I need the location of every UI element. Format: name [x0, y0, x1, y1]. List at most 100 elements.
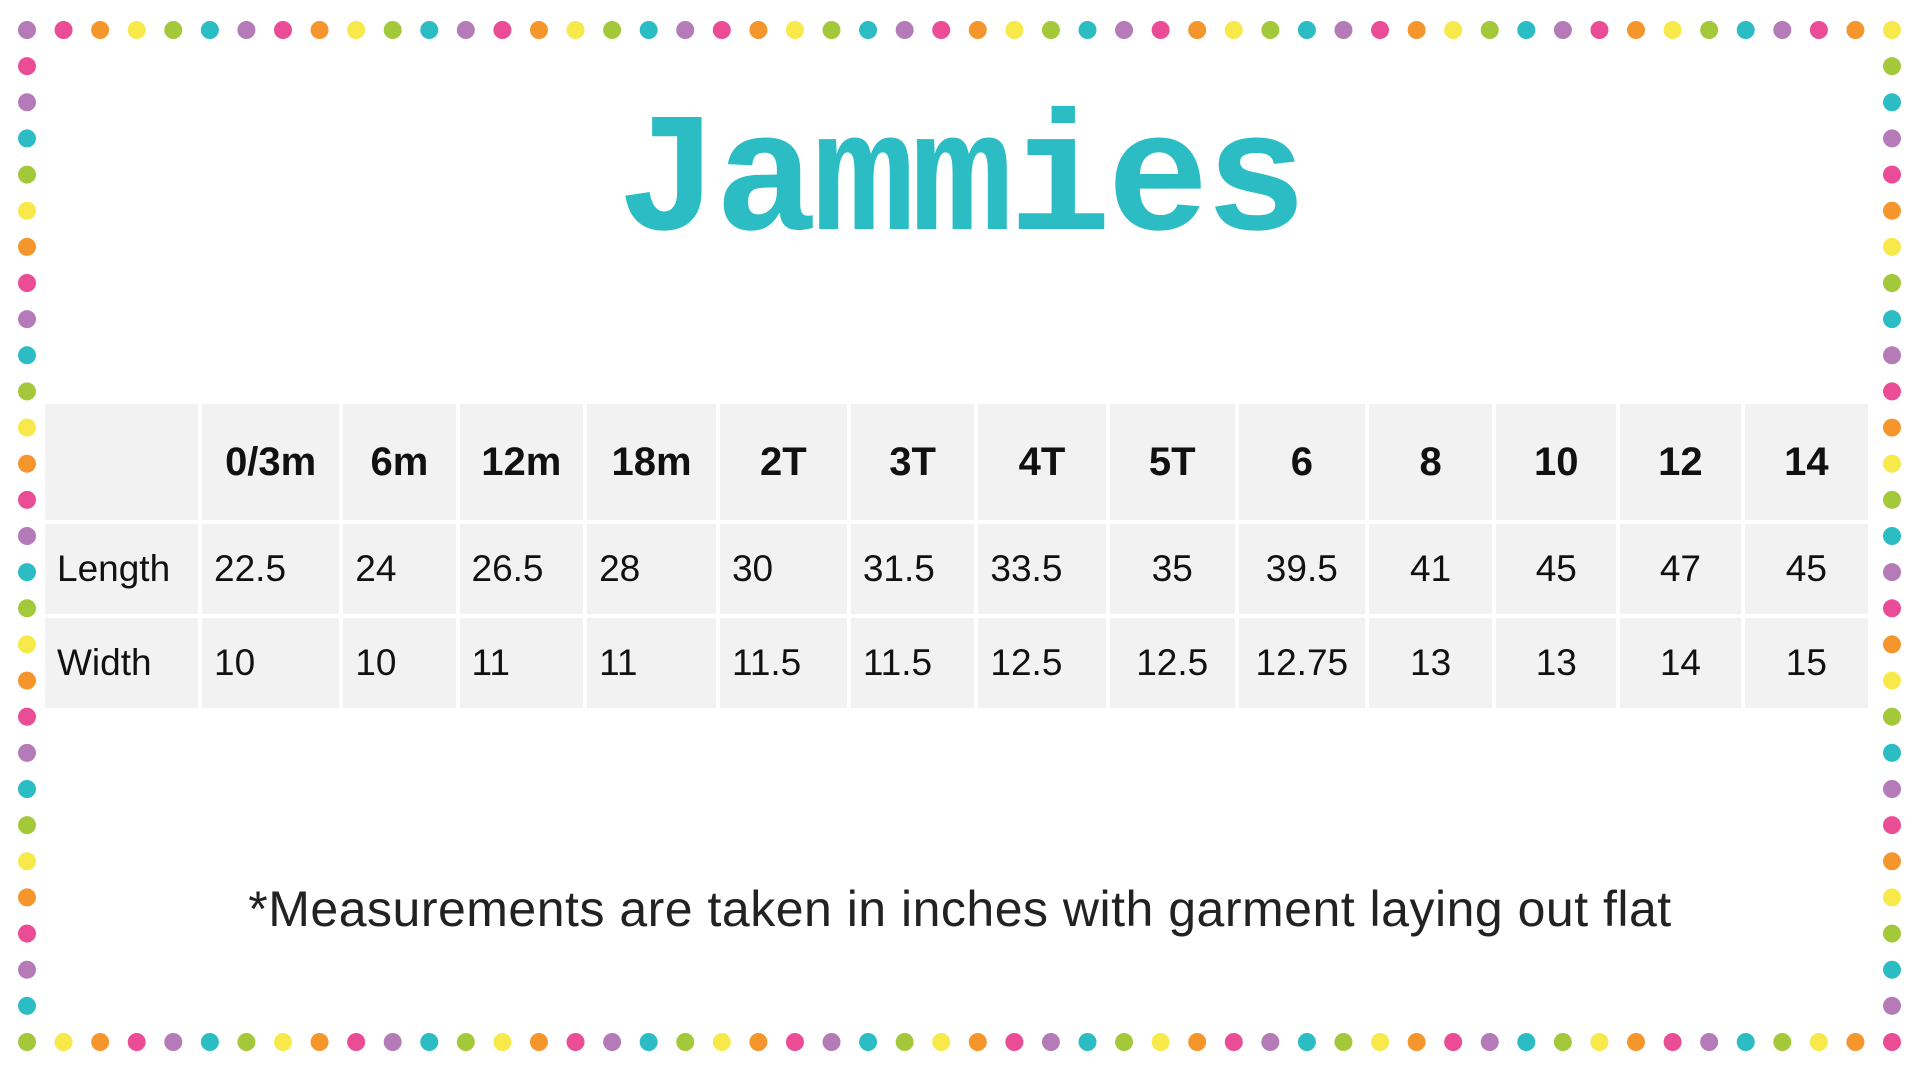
size-header: 2T [719, 404, 847, 520]
border-dot [1297, 1033, 1316, 1051]
border-dot [1041, 1033, 1060, 1051]
border-dot [1883, 816, 1901, 835]
footnote: *Measurements are taken in inches with g… [248, 881, 1672, 937]
border-dot [676, 21, 695, 39]
border-dot [1005, 1033, 1024, 1051]
border-dot [310, 1033, 329, 1051]
border-dot [1883, 852, 1901, 871]
border-dot [1627, 1033, 1646, 1051]
border-dot [859, 21, 878, 39]
border-dot [18, 780, 36, 798]
border-dot [785, 1033, 804, 1051]
border-dot [1883, 129, 1901, 148]
border-dot [200, 1033, 219, 1051]
measurement-cell: 12.75 [1238, 618, 1365, 708]
border-dot [1883, 57, 1901, 76]
border-dot [1773, 1033, 1792, 1051]
measurement-cell: 35 [1109, 524, 1235, 614]
border-dot [968, 1033, 987, 1051]
border-dot [1883, 527, 1901, 545]
border-dot [1883, 237, 1901, 256]
border-dot [18, 201, 36, 220]
size-header: 5T [1109, 404, 1235, 520]
size-header: 18m [587, 404, 716, 520]
border-dot [1883, 310, 1901, 329]
border-dot [18, 454, 36, 473]
measurement-cell: 26.5 [459, 524, 584, 614]
measurement-cell: 12.5 [1109, 618, 1235, 708]
border-dot [1407, 21, 1426, 39]
border-dot [18, 960, 36, 979]
border-dot [1883, 599, 1901, 618]
border-dot [822, 21, 841, 39]
border-dot [18, 996, 36, 1015]
border-dot [1115, 21, 1134, 39]
border-dot [1334, 1033, 1353, 1051]
border-dot [968, 21, 987, 39]
border-dot [273, 1033, 292, 1051]
measurement-cell: 28 [587, 524, 716, 614]
border-dot [310, 21, 329, 39]
border-dot [1700, 21, 1719, 39]
border-dot [18, 671, 36, 690]
border-dot [1480, 21, 1499, 39]
measurement-cell: 11 [459, 618, 584, 708]
border-dot [493, 21, 512, 39]
border-dot [237, 1033, 256, 1051]
border-dot [420, 21, 439, 39]
border-dot [1224, 21, 1243, 39]
border-dot [1371, 21, 1390, 39]
border-dot [18, 816, 36, 835]
border-dot [164, 1033, 183, 1051]
border-dot [18, 490, 36, 509]
border-dot [1883, 274, 1901, 292]
border-dot [712, 1033, 731, 1051]
border-dot [1078, 1033, 1097, 1051]
border-dot [18, 418, 36, 437]
size-header: 6m [343, 404, 456, 520]
measurement-cell: 45 [1496, 524, 1617, 614]
border-dot [1883, 960, 1901, 979]
border-dot [1883, 671, 1901, 690]
border-dot [164, 21, 183, 39]
border-dot [1883, 924, 1901, 943]
border-dot [712, 21, 731, 39]
measurement-cell: 10 [202, 618, 340, 708]
border-dot [1590, 21, 1609, 39]
border-dot [676, 1033, 695, 1051]
measurement-cell: 31.5 [850, 524, 975, 614]
border-dot [822, 1033, 841, 1051]
border-dot [566, 21, 585, 39]
border-dot [603, 1033, 622, 1051]
border-dot [1883, 888, 1901, 907]
border-dot [1846, 1033, 1865, 1051]
size-header: 6 [1238, 404, 1365, 520]
size-header: 12m [459, 404, 584, 520]
border-dot [18, 743, 36, 762]
border-dot [347, 21, 366, 39]
border-dot [1151, 1033, 1170, 1051]
border-dot [1041, 21, 1060, 39]
measurement-cell: 10 [343, 618, 456, 708]
size-header: 0/3m [202, 404, 340, 520]
border-dot [1883, 707, 1901, 726]
measurement-cell: 22.5 [202, 524, 340, 614]
border-dot [1883, 635, 1901, 654]
border-dot [456, 21, 475, 39]
measurement-cell: 33.5 [978, 524, 1106, 614]
border-dot [932, 21, 951, 39]
size-header: 10 [1496, 404, 1617, 520]
border-dot [1809, 21, 1828, 39]
border-dot [1078, 21, 1097, 39]
border-dot [529, 1033, 548, 1051]
border-dot [1883, 382, 1901, 401]
border-dot [91, 1033, 110, 1051]
border-dot [749, 21, 768, 39]
border-dot [1883, 780, 1901, 798]
border-dot [1627, 21, 1646, 39]
border-dot [1846, 21, 1865, 39]
measurement-cell: 30 [719, 524, 847, 614]
measurement-cell: 14 [1620, 618, 1741, 708]
border-dot [54, 1033, 73, 1051]
